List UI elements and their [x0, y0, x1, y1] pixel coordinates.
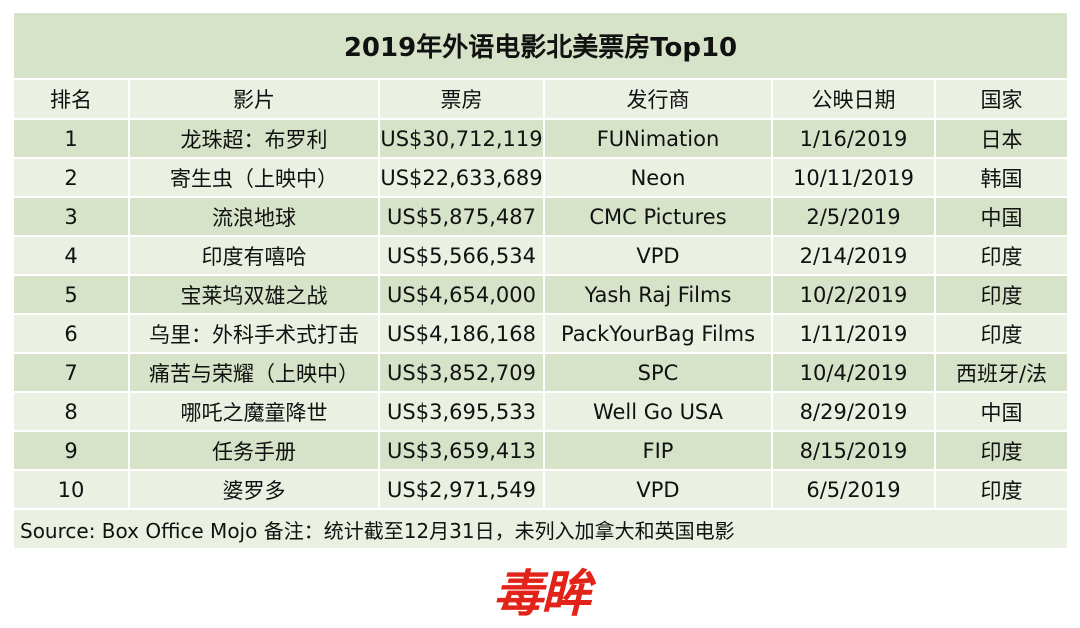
cell-release-date: 10/11/2019: [772, 158, 936, 198]
cell-box-office: US$5,566,534: [379, 236, 545, 276]
table-title: 2019年外语电影北美票房Top10: [14, 13, 1067, 80]
cell-rank: 8: [14, 392, 130, 432]
cell-film: 寄生虫（上映中）: [129, 158, 380, 198]
column-header-rank: 排名: [14, 80, 130, 120]
cell-box-office: US$5,875,487: [379, 197, 545, 237]
cell-film: 乌里：外科手术式打击: [129, 314, 380, 354]
cell-distributor: FUNimation: [544, 119, 773, 159]
cell-rank: 7: [14, 353, 130, 393]
cell-rank: 10: [14, 470, 130, 510]
column-header-box-office: 票房: [379, 80, 545, 120]
column-header-distributor: 发行商: [544, 80, 773, 120]
cell-country: 韩国: [935, 158, 1067, 198]
cell-rank: 9: [14, 431, 130, 471]
cell-release-date: 1/11/2019: [772, 314, 936, 354]
cell-country: 日本: [935, 119, 1067, 159]
cell-distributor: CMC Pictures: [544, 197, 773, 237]
cell-rank: 5: [14, 275, 130, 315]
cell-film: 印度有嘻哈: [129, 236, 380, 276]
cell-box-office: US$2,971,549: [379, 470, 545, 510]
cell-rank: 2: [14, 158, 130, 198]
table-row: 8 哪吒之魔童降世 US$3,695,533 Well Go USA 8/29/2019…: [14, 392, 1067, 432]
cell-box-office: US$4,654,000: [379, 275, 545, 315]
table-header-row: 排名 影片 票房 发行商 公映日期 国家: [14, 80, 1067, 120]
cell-country: 中国: [935, 197, 1067, 237]
table-body: 1 龙珠超：布罗利 US$30,712,119 FUNimation 1/16/2019…: [14, 119, 1067, 510]
cell-country: 印度: [935, 314, 1067, 354]
cell-film: 宝莱坞双雄之战: [129, 275, 380, 315]
cell-distributor: Well Go USA: [544, 392, 773, 432]
cell-release-date: 2/5/2019: [772, 197, 936, 237]
table-row: 9 任务手册 US$3,659,413 FIP 8/15/2019 印度: [14, 431, 1067, 471]
table-row: 7 痛苦与荣耀（上映中） US$3,852,709 SPC 10/4/2019 西班牙/法: [14, 353, 1067, 393]
cell-release-date: 2/14/2019: [772, 236, 936, 276]
cell-distributor: Yash Raj Films: [544, 275, 773, 315]
table-row: 1 龙珠超：布罗利 US$30,712,119 FUNimation 1/16/2019…: [14, 119, 1067, 159]
table-row: 5 宝莱坞双雄之战 US$4,654,000 Yash Raj Films 10/2/2…: [14, 275, 1067, 315]
cell-distributor: VPD: [544, 470, 773, 510]
table-footnote: Source: Box Office Mojo 备注：统计截至12月31日，未列…: [14, 510, 1067, 548]
cell-film: 任务手册: [129, 431, 380, 471]
cell-distributor: PackYourBag Films: [544, 314, 773, 354]
cell-box-office: US$3,852,709: [379, 353, 545, 393]
brand-logo: 毒眸: [485, 562, 597, 623]
cell-distributor: VPD: [544, 236, 773, 276]
cell-film: 痛苦与荣耀（上映中）: [129, 353, 380, 393]
cell-distributor: FIP: [544, 431, 773, 471]
column-header-release-date: 公映日期: [772, 80, 936, 120]
cell-release-date: 10/4/2019: [772, 353, 936, 393]
cell-release-date: 1/16/2019: [772, 119, 936, 159]
cell-country: 印度: [935, 431, 1067, 471]
cell-box-office: US$3,695,533: [379, 392, 545, 432]
cell-film: 流浪地球: [129, 197, 380, 237]
table-row: 2 寄生虫（上映中） US$22,633,689 Neon 10/11/2019 韩国: [14, 158, 1067, 198]
box-office-table: 排名 影片 票房 发行商 公映日期 国家 1 龙珠超：布罗利 US$30,712,1…: [14, 80, 1067, 510]
cell-box-office: US$22,633,689: [379, 158, 545, 198]
box-office-table-container: 2019年外语电影北美票房Top10 排名 影片 票房 发行商 公映日期 国家 …: [14, 13, 1067, 548]
cell-release-date: 6/5/2019: [772, 470, 936, 510]
cell-box-office: US$30,712,119: [379, 119, 545, 159]
cell-release-date: 8/15/2019: [772, 431, 936, 471]
cell-release-date: 8/29/2019: [772, 392, 936, 432]
table-row: 6 乌里：外科手术式打击 US$4,186,168 PackYourBag Films…: [14, 314, 1067, 354]
cell-box-office: US$3,659,413: [379, 431, 545, 471]
cell-rank: 4: [14, 236, 130, 276]
table-row: 10 婆罗多 US$2,971,549 VPD 6/5/2019 印度: [14, 470, 1067, 510]
cell-rank: 1: [14, 119, 130, 159]
cell-film: 龙珠超：布罗利: [129, 119, 380, 159]
cell-film: 哪吒之魔童降世: [129, 392, 380, 432]
cell-box-office: US$4,186,168: [379, 314, 545, 354]
cell-distributor: SPC: [544, 353, 773, 393]
column-header-film: 影片: [129, 80, 380, 120]
cell-country: 西班牙/法: [935, 353, 1067, 393]
column-header-country: 国家: [935, 80, 1067, 120]
cell-country: 印度: [935, 236, 1067, 276]
cell-distributor: Neon: [544, 158, 773, 198]
table-row: 3 流浪地球 US$5,875,487 CMC Pictures 2/5/2019 中国: [14, 197, 1067, 237]
table-row: 4 印度有嘻哈 US$5,566,534 VPD 2/14/2019 印度: [14, 236, 1067, 276]
cell-rank: 3: [14, 197, 130, 237]
cell-country: 中国: [935, 392, 1067, 432]
cell-rank: 6: [14, 314, 130, 354]
cell-release-date: 10/2/2019: [772, 275, 936, 315]
cell-country: 印度: [935, 275, 1067, 315]
cell-country: 印度: [935, 470, 1067, 510]
brand-logo-text: 毒眸: [493, 565, 591, 623]
cell-film: 婆罗多: [129, 470, 380, 510]
